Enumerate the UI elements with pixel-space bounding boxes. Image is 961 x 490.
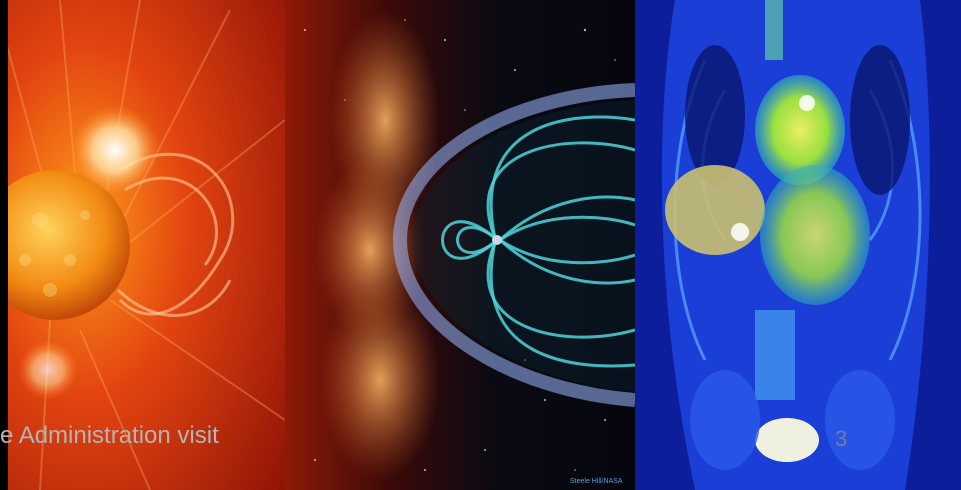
body-scan-image bbox=[635, 0, 961, 490]
page-number: 3 bbox=[835, 426, 848, 451]
magnetosphere-illustration bbox=[285, 0, 635, 490]
sun-image bbox=[0, 0, 285, 490]
image-credit: Steele Hill/NASA bbox=[570, 478, 623, 485]
caption-text: e Administration visit bbox=[0, 422, 219, 449]
